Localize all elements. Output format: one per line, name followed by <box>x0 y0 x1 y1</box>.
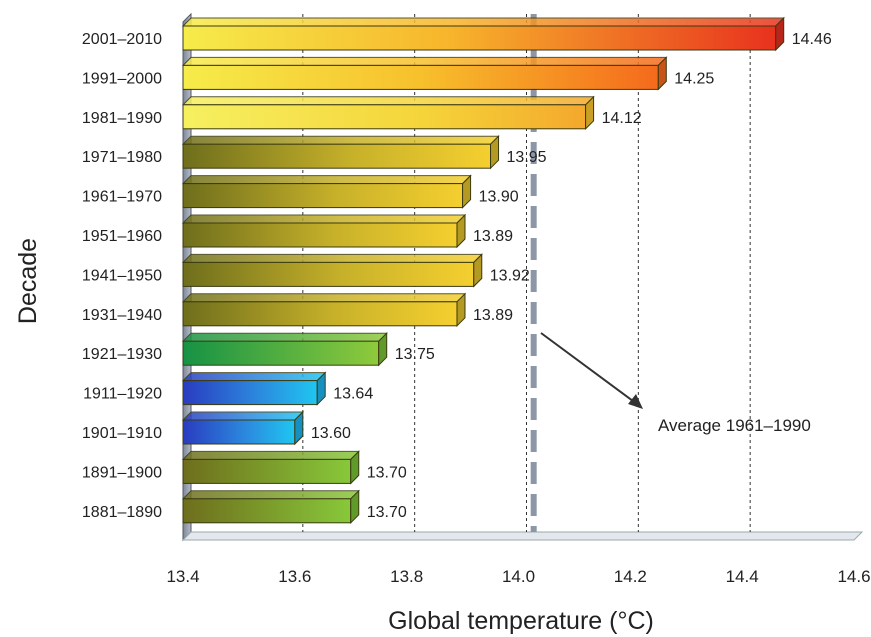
annotation-arrowhead <box>628 394 643 409</box>
bar-top-face <box>181 96 595 106</box>
x-tick-label: 13.6 <box>278 567 311 586</box>
bar-front-face <box>182 261 475 287</box>
bar <box>181 331 388 367</box>
value-labels: 14.46 14.25 14.12 13.95 13.90 13.89 13.92 13.89… <box>311 31 832 521</box>
bar-front-face <box>182 301 458 327</box>
bar-top-face <box>181 332 388 342</box>
bar-front-face <box>182 64 659 90</box>
category-label: 1881–1890 <box>82 504 162 521</box>
bar-side-face <box>585 95 595 131</box>
value-label: 13.89 <box>473 307 513 324</box>
bar <box>181 16 785 52</box>
x-tick-labels: 13.4 13.6 13.8 14.0 14.2 14.4 14.6 <box>166 567 870 586</box>
reference-annotation: Average 1961–1990 <box>540 332 811 435</box>
value-label: 13.95 <box>507 149 547 166</box>
bar-side-face <box>316 371 326 406</box>
bar-top-face <box>181 56 668 66</box>
annotation-arrow-line <box>540 332 638 405</box>
category-label: 1891–1900 <box>82 464 162 481</box>
bar-side-face <box>294 410 304 446</box>
value-label: 13.92 <box>490 267 530 284</box>
bar-front-face <box>182 458 352 484</box>
bar-top-face <box>181 17 785 27</box>
bar-side-face <box>456 292 466 328</box>
value-label: 13.90 <box>479 189 519 206</box>
bar-front-face <box>182 25 777 51</box>
bar <box>181 56 668 91</box>
value-label: 13.60 <box>311 425 351 442</box>
bar-top-face <box>181 372 327 382</box>
category-label: 1951–1960 <box>82 228 162 245</box>
bar <box>181 253 483 288</box>
bars <box>181 16 785 525</box>
annotation-label: Average 1961–1990 <box>658 416 811 435</box>
bar-top-face <box>181 175 472 185</box>
bar-front-face <box>182 340 380 366</box>
x-tick-label: 14.4 <box>726 567 759 586</box>
value-label: 14.12 <box>602 110 642 127</box>
bar-side-face <box>490 134 500 170</box>
category-label: 1991–2000 <box>82 70 162 87</box>
bar-top-face <box>181 253 483 263</box>
x-axis-title: Global temperature (°C) <box>388 607 654 635</box>
bar-side-face <box>456 213 466 249</box>
x-tick-label: 13.4 <box>166 567 199 586</box>
x-tick-label: 13.8 <box>390 567 423 586</box>
category-label: 1981–1990 <box>82 110 162 127</box>
bar-front-face <box>182 222 458 248</box>
category-label: 1911–1920 <box>83 386 162 403</box>
value-label: 13.70 <box>367 504 407 521</box>
y-axis-title: Decade <box>14 238 42 324</box>
bar-front-face <box>182 498 352 524</box>
value-label: 13.64 <box>333 386 373 403</box>
bar-top-face <box>181 135 500 145</box>
bar-top-face <box>181 450 360 460</box>
bar <box>181 134 500 170</box>
category-label: 1961–1970 <box>82 189 162 206</box>
bar <box>181 174 472 209</box>
value-label: 14.25 <box>674 70 714 87</box>
bar-front-face <box>182 380 318 406</box>
bar-side-face <box>462 174 472 209</box>
category-label: 1941–1950 <box>82 267 162 284</box>
category-label: 1901–1910 <box>82 425 162 442</box>
x-tick-label: 14.6 <box>837 567 870 586</box>
x-tick-label: 14.2 <box>614 567 647 586</box>
category-label: 1971–1980 <box>82 149 162 166</box>
bar-side-face <box>350 450 360 485</box>
category-label: 2001–2010 <box>82 31 162 48</box>
value-label: 13.70 <box>367 464 407 481</box>
bar-side-face <box>473 253 483 288</box>
bar <box>181 450 360 485</box>
bar-top-face <box>181 490 360 500</box>
bar-top-face <box>181 214 467 224</box>
bar <box>181 292 467 328</box>
value-label: 13.75 <box>395 346 435 363</box>
x-tick-label: 14.0 <box>502 567 535 586</box>
bar-front-face <box>182 183 464 209</box>
category-label: 1931–1940 <box>82 307 162 324</box>
bar-front-face <box>182 104 587 130</box>
bar-front-face <box>182 419 296 445</box>
bar-top-face <box>181 293 467 303</box>
bar-side-face <box>378 331 388 367</box>
bar <box>181 410 305 446</box>
bar <box>181 213 467 249</box>
category-labels: 2001–2010 1991–2000 1981–1990 1971–1980 1961… <box>82 31 162 521</box>
value-label: 13.89 <box>473 228 513 245</box>
bar-top-face <box>181 411 305 421</box>
bar-side-face <box>657 56 667 91</box>
bar-side-face <box>775 16 785 52</box>
bar <box>181 489 360 525</box>
bar <box>181 371 327 406</box>
bar-side-face <box>350 489 360 525</box>
bar-front-face <box>182 143 492 169</box>
bar <box>181 95 595 131</box>
value-label: 14.46 <box>792 31 832 48</box>
category-label: 1921–1930 <box>82 346 162 363</box>
floor <box>181 531 864 541</box>
